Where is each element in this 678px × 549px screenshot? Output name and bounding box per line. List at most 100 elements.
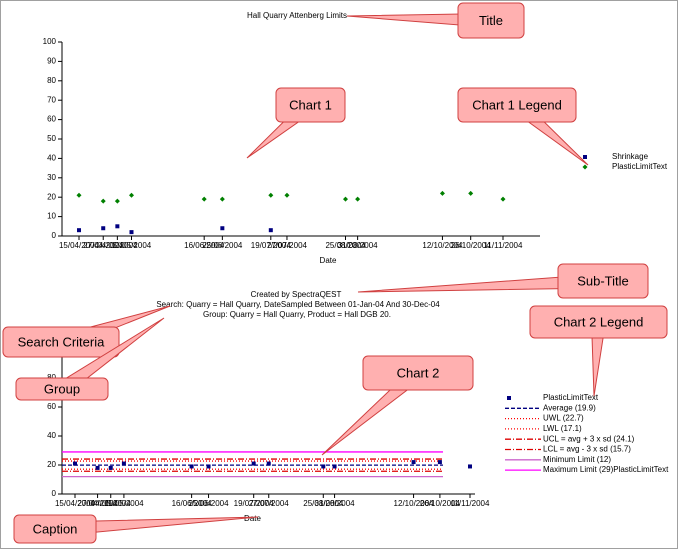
y-tick-label: 20 [47,460,56,469]
y-tick-label: 100 [43,37,57,46]
callout-cover [364,357,472,389]
chart-title: Hall Quarry Attenberg Limits [247,11,347,20]
legend-label: UWL (22.7) [543,414,584,423]
x-axis-label: Date [320,256,337,265]
callout-label: Group [44,381,80,396]
callout-cover [15,516,95,542]
callout-label: Chart 1 Legend [472,97,562,112]
point [583,155,587,159]
x-tick-label: 12/10/2004 [422,241,463,250]
callout-label: Chart 2 Legend [554,314,644,329]
point [129,230,134,235]
point [582,164,588,170]
x-tick-label: 16/06/2004 [184,241,225,250]
x-tick-label: 16/06/2004 [172,499,213,508]
callout-label: Title [479,13,503,28]
callout-label: Search Criteria [18,334,105,349]
x-tick-label: 04/05/2004 [91,499,132,508]
legend-label: Shrinkage [612,152,649,161]
y-tick-label: 30 [47,173,56,182]
callout-cover [459,89,575,121]
y-tick-label: 40 [47,154,56,163]
point [95,465,100,470]
point [101,226,106,231]
point [343,196,349,202]
point [100,198,106,204]
legend-label: LCL = avg - 3 x sd (15.7) [543,445,631,454]
point [73,461,77,466]
x-tick-label: 25/06/2004 [189,499,230,508]
x-tick-label: 25/08/2004 [325,241,366,250]
x-tick-label: 25/08/2004 [303,499,344,508]
point [439,190,445,196]
point [268,228,273,233]
x-tick-label: 27/07/2004 [249,499,290,508]
point [437,460,442,465]
legend-label: LWL (17.1) [543,424,582,433]
legend-label: UCL = avg + 3 x sd (24.1) [543,434,635,443]
callout-cover [277,89,344,121]
point [189,464,194,469]
subtitle: Created by SpectraQEST [251,290,342,299]
callout-label: Chart 1 [289,97,332,112]
search-criteria: Search: Quarry = Hall Quarry, DateSample… [156,300,440,309]
point [114,198,120,204]
point [251,461,256,466]
x-tick-label: 27/04/2004 [78,499,119,508]
point [201,196,207,202]
x-tick-label: 26/10/2004 [451,241,492,250]
point [284,192,290,198]
x-tick-label: 11/05/2004 [112,241,152,250]
point [507,396,511,400]
x-tick-label: 25/06/2004 [202,241,243,250]
callout-cover [459,4,523,37]
x-tick-label: 15/04/2004 [59,241,100,250]
point [411,460,416,465]
callout-cover [559,265,647,297]
x-tick-label: 31/08/2004 [315,499,356,508]
legend-label: Average (19.9) [543,403,596,412]
point [355,196,361,202]
point [468,190,474,196]
callout-label: Sub-Title [577,273,629,288]
x-tick-label: 19/07/2004 [251,241,292,250]
point [266,461,271,466]
y-tick-label: 50 [47,134,56,143]
point [268,192,274,198]
point [76,192,82,198]
y-tick-label: 0 [52,231,57,240]
point [219,196,225,202]
y-tick-label: 90 [47,57,56,66]
x-tick-label: 11/05/2004 [104,499,144,508]
y-tick-label: 20 [47,192,56,201]
y-tick-label: 40 [47,431,56,440]
point [128,192,134,198]
x-tick-label: 27/04/2004 [83,241,124,250]
y-tick-label: 0 [52,489,57,498]
x-tick-label: 11/11/2004 [484,241,523,250]
point [321,464,326,469]
legend-label: PlasticLimitText [543,393,599,402]
x-tick-label: 27/07/2004 [267,241,308,250]
point [115,224,120,229]
x-axis-label: Date [244,514,261,523]
callout-cover [4,328,118,356]
y-tick-label: 60 [47,402,56,411]
y-tick-label: 60 [47,115,56,124]
point [220,226,225,231]
x-tick-label: 12/10/2004 [394,499,435,508]
point [206,464,211,469]
x-tick-label: 19/07/2004 [234,499,275,508]
legend-label: PlasticLimitText [612,162,668,171]
x-tick-label: 15/04/2004 [55,499,96,508]
group-text: Group: Quarry = Hall Quarry, Product = H… [203,310,391,319]
callout-label: Chart 2 [397,365,440,380]
point [108,465,113,470]
point [77,228,81,233]
y-tick-label: 70 [47,95,56,104]
legend-label: Minimum Limit (12) [543,455,611,464]
callout-cover [17,379,107,399]
legend-label: Maximum Limit (29)PlasticLimitText [543,465,669,474]
x-tick-label: 26/10/2004 [420,499,461,508]
